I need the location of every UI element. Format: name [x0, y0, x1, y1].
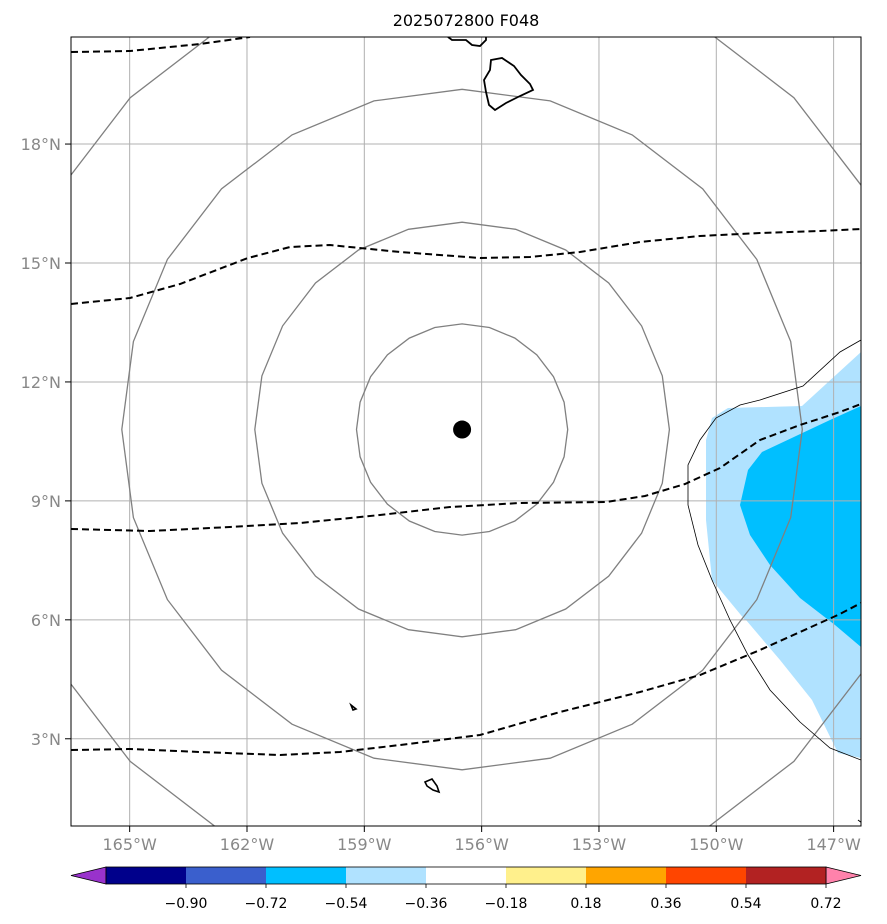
island-maui [447, 37, 487, 47]
colorbar-label: −0.18 [485, 896, 528, 912]
island-small-1 [349, 702, 358, 711]
colorbar-segment [746, 867, 826, 884]
colorbar-segment [186, 867, 266, 884]
storm-center-marker [453, 420, 472, 439]
lon-tick-label: 153°W [572, 835, 627, 854]
island-hawaii [483, 57, 535, 112]
island-small-2 [423, 778, 441, 794]
region-boundary-corner [857, 819, 861, 823]
contour-2 [71, 228, 861, 305]
map-title: 2025072800 F048 [393, 11, 540, 30]
colorbar-extend-low [70, 866, 107, 885]
lat-tick-label: 12°N [21, 373, 61, 392]
dashed-contours [71, 37, 861, 757]
axis-ticks [65, 143, 835, 832]
colorbar-segment [346, 867, 426, 884]
colorbar-label: 0.54 [730, 896, 761, 912]
lat-tick-label: 18°N [21, 135, 61, 154]
range-ring [254, 221, 671, 638]
lon-tick-label: 156°W [454, 835, 509, 854]
lat-tick-label: 15°N [21, 254, 61, 273]
colorbar-extend-high [825, 866, 862, 885]
contour-3 [71, 403, 861, 533]
colorbar-segment [506, 867, 586, 884]
lon-tick-label: 165°W [102, 835, 157, 854]
colorbar-label: −0.90 [165, 896, 208, 912]
lat-tick-label: 3°N [31, 730, 61, 749]
shaded-region-dark [740, 406, 861, 647]
lat-tick-label: 6°N [31, 611, 61, 630]
colorbar-segment [426, 867, 506, 884]
contour-4 [71, 602, 861, 757]
colorbar-label: −0.36 [405, 896, 448, 912]
lon-tick-label: 150°W [689, 835, 744, 854]
colorbar-segment [586, 867, 666, 884]
region-boundary [687, 339, 861, 761]
colorbar-segment [666, 867, 746, 884]
colorbar-label: 0.36 [650, 896, 681, 912]
axis-tick-labels: 165°W 162°W 159°W 156°W 153°W 150°W 147°W 3°N 6°… [21, 135, 861, 854]
lon-tick-label: 159°W [337, 835, 392, 854]
map-frame [70, 36, 862, 827]
lat-tick-label: 9°N [31, 492, 61, 511]
range-rings [71, 37, 861, 826]
graticule [71, 37, 861, 826]
contour-1 [71, 37, 251, 53]
range-ring [355, 323, 569, 536]
colorbar: −0.90 −0.72 −0.54 −0.36 −0.18 0.18 0.36 0.54 0.7… [70, 866, 862, 912]
lon-tick-label: 162°W [220, 835, 275, 854]
colorbar-label: −0.54 [325, 896, 368, 912]
lon-tick-label: 147°W [806, 835, 861, 854]
colorbar-label: 0.18 [570, 896, 601, 912]
colorbar-label: 0.72 [810, 896, 841, 912]
range-ring [121, 88, 803, 771]
colorbar-segment [266, 867, 346, 884]
colorbar-frame [105, 866, 827, 885]
colorbar-label: −0.72 [245, 896, 288, 912]
colorbar-segment [106, 867, 186, 884]
